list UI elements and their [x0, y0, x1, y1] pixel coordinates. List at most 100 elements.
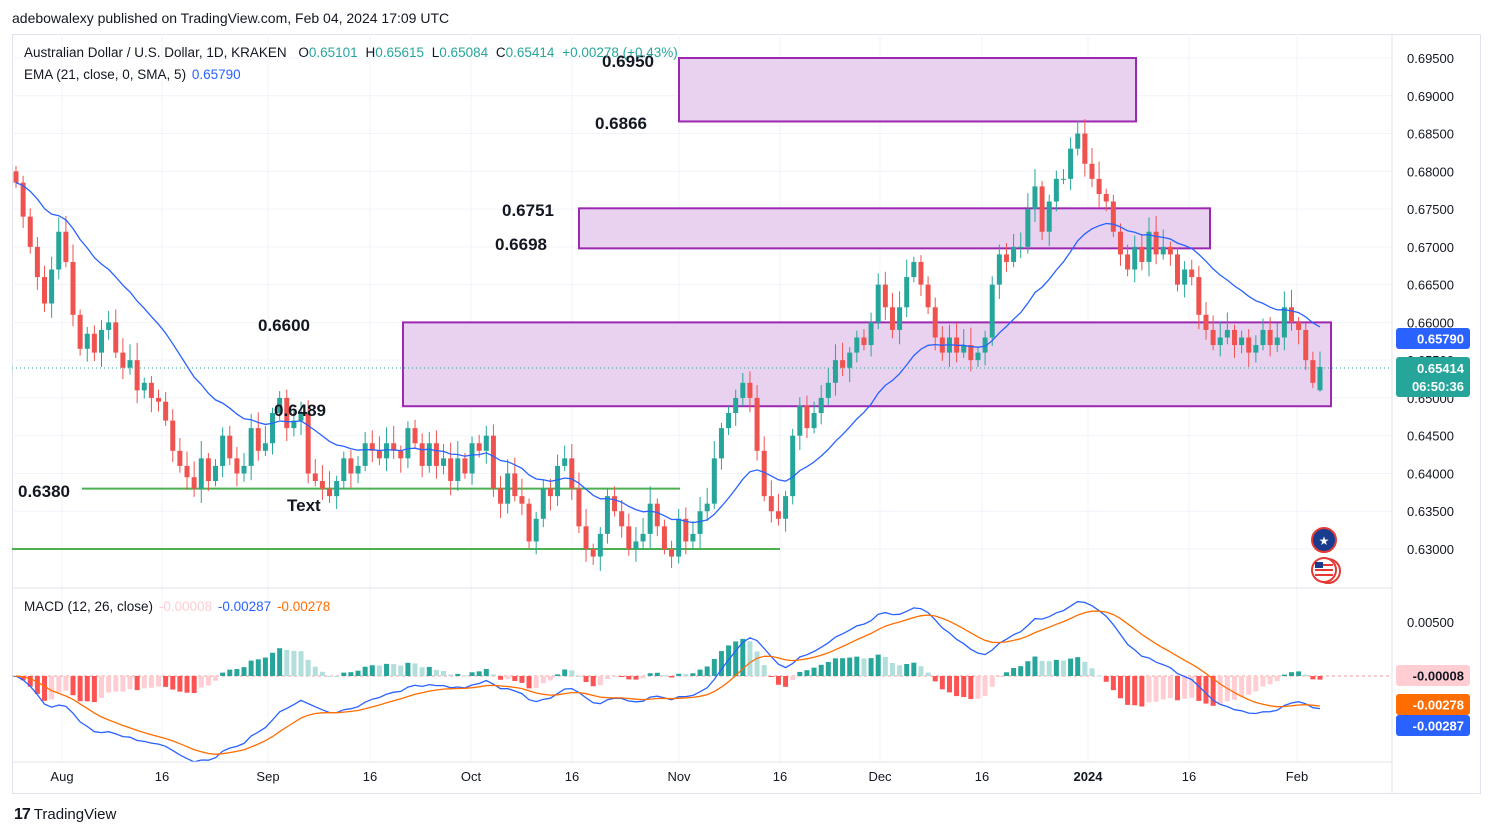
candle-body [982, 337, 988, 353]
candle-body [334, 481, 340, 497]
macd-hist-bar [148, 676, 154, 688]
countdown-tag: 06:50:36 [1412, 379, 1464, 394]
ema-label: EMA (21, close, 0, SMA, 5) [24, 67, 187, 82]
high-value: 0.65615 [375, 45, 425, 60]
candle-body [462, 458, 468, 474]
macd-hist-bar [476, 671, 482, 676]
macd-histogram [13, 638, 1323, 707]
candle-body [433, 443, 439, 466]
macd-hist-bar [1032, 656, 1038, 676]
macd-hist-bar [540, 676, 546, 684]
candle-body [547, 488, 553, 497]
price-scale-tags: 0.65790 0.65414 06:50:36 -0.00008 -0.00278 -0… [1396, 328, 1470, 736]
time-tick-label: 16 [773, 769, 787, 784]
price-annotation-l6751: 0.6751 [502, 201, 554, 220]
macd-hist-bar [704, 666, 710, 676]
time-tick-label: Oct [461, 769, 482, 784]
macd-hist-bar [619, 676, 625, 677]
annotations: 0.6950 0.6866 0.6751 0.6698 0.6600 0.6489 0.63… [18, 52, 654, 515]
symbol-name: Australian Dollar / U.S. Dollar, 1D, KRA… [24, 45, 287, 60]
time-tick-label: Aug [50, 769, 73, 784]
macd-hist-bar [1196, 676, 1202, 701]
candle-body [1125, 254, 1131, 270]
macd-hist-bar [70, 676, 76, 696]
candle-body [1182, 269, 1188, 285]
signal-line [15, 610, 1321, 755]
candle-body [255, 428, 261, 451]
macd-hist-bar [1096, 675, 1102, 677]
candle-body [1231, 329, 1237, 346]
candle-body [804, 405, 810, 429]
macd-hist-bar [319, 671, 325, 676]
macd-signal-value: -0.00278 [276, 599, 331, 614]
chart-frame [12, 34, 1481, 794]
candle-body [761, 450, 767, 497]
macd-hist-bar [191, 676, 197, 694]
time-tick-label: 16 [565, 769, 579, 784]
macd-signal-tag: -0.00278 [1413, 698, 1464, 713]
macd-hist-bar [711, 658, 717, 676]
macd-hist-bar [1146, 676, 1152, 703]
macd-hist-bar [676, 673, 682, 676]
candle-body [1260, 329, 1266, 346]
candle-body [968, 345, 974, 361]
high-label: H [365, 45, 376, 60]
candle-body [961, 345, 967, 353]
au-flag-icon[interactable] [1311, 527, 1337, 553]
macd-hist-bar [1288, 672, 1294, 676]
price-tag-bg [1396, 357, 1470, 397]
candle-body [248, 428, 254, 466]
candle-body [897, 307, 903, 330]
macd-hist-bar [547, 676, 553, 681]
macd-hist-bar [1025, 661, 1031, 676]
macd-hist-bar [505, 676, 511, 679]
text-annotation: Text [287, 496, 321, 515]
macd-hist-bar [1189, 676, 1195, 698]
candle-body [790, 435, 796, 497]
candle-body [925, 284, 931, 308]
candle-body [555, 465, 561, 497]
macd-hist-bar [790, 676, 796, 681]
macd-hist-value: -0.00008 [158, 599, 213, 614]
macd-hist-bar [99, 676, 105, 698]
candle-body [1089, 163, 1095, 179]
macd-hist-bar [284, 650, 290, 676]
macd-hist-bar [134, 676, 140, 691]
candle-body [49, 269, 55, 304]
candle-body [234, 458, 240, 474]
price-tick-label: 0.68000 [1407, 164, 1454, 179]
candle-body [134, 360, 140, 391]
macd-hist-bar [961, 676, 967, 698]
macd-hist-bar [490, 674, 496, 676]
candle-body [227, 435, 233, 459]
macd-hist-bar [747, 641, 753, 676]
candle-body [1117, 231, 1123, 255]
candle-body [91, 333, 97, 353]
macd-line [15, 600, 1321, 763]
macd-hist-bar [733, 641, 739, 676]
macd-hist-bar [761, 665, 767, 676]
candle-body [284, 397, 290, 429]
candle-body [426, 443, 432, 466]
candle-body [56, 231, 62, 270]
macd-hist-bar [661, 675, 667, 677]
macd-hist-bar [127, 676, 133, 690]
tradingview-logo[interactable]: 17 TradingView [14, 806, 116, 824]
candle-body [718, 428, 724, 459]
macd-hist-bar [825, 661, 831, 676]
macd-hist-bar [469, 672, 475, 676]
macd-hist-bar [669, 676, 675, 678]
macd-legend[interactable]: MACD (12, 26, close) -0.00008 -0.00287 -… [24, 599, 330, 614]
resistance-zones [402, 57, 1332, 408]
price-annotation-l6489: 0.6489 [274, 401, 326, 420]
symbol-legend[interactable]: Australian Dollar / U.S. Dollar, 1D, KRA… [24, 45, 678, 60]
candle-body [1203, 314, 1209, 330]
price-tick-label: 0.69000 [1407, 89, 1454, 104]
macd-hist-bar [1003, 672, 1009, 676]
candle-body [711, 458, 717, 504]
candle-body [811, 413, 817, 429]
ema-legend[interactable]: EMA (21, close, 0, SMA, 5) 0.65790 [24, 67, 241, 82]
candle-body [604, 496, 610, 534]
macd-hist-bar [1167, 676, 1173, 699]
